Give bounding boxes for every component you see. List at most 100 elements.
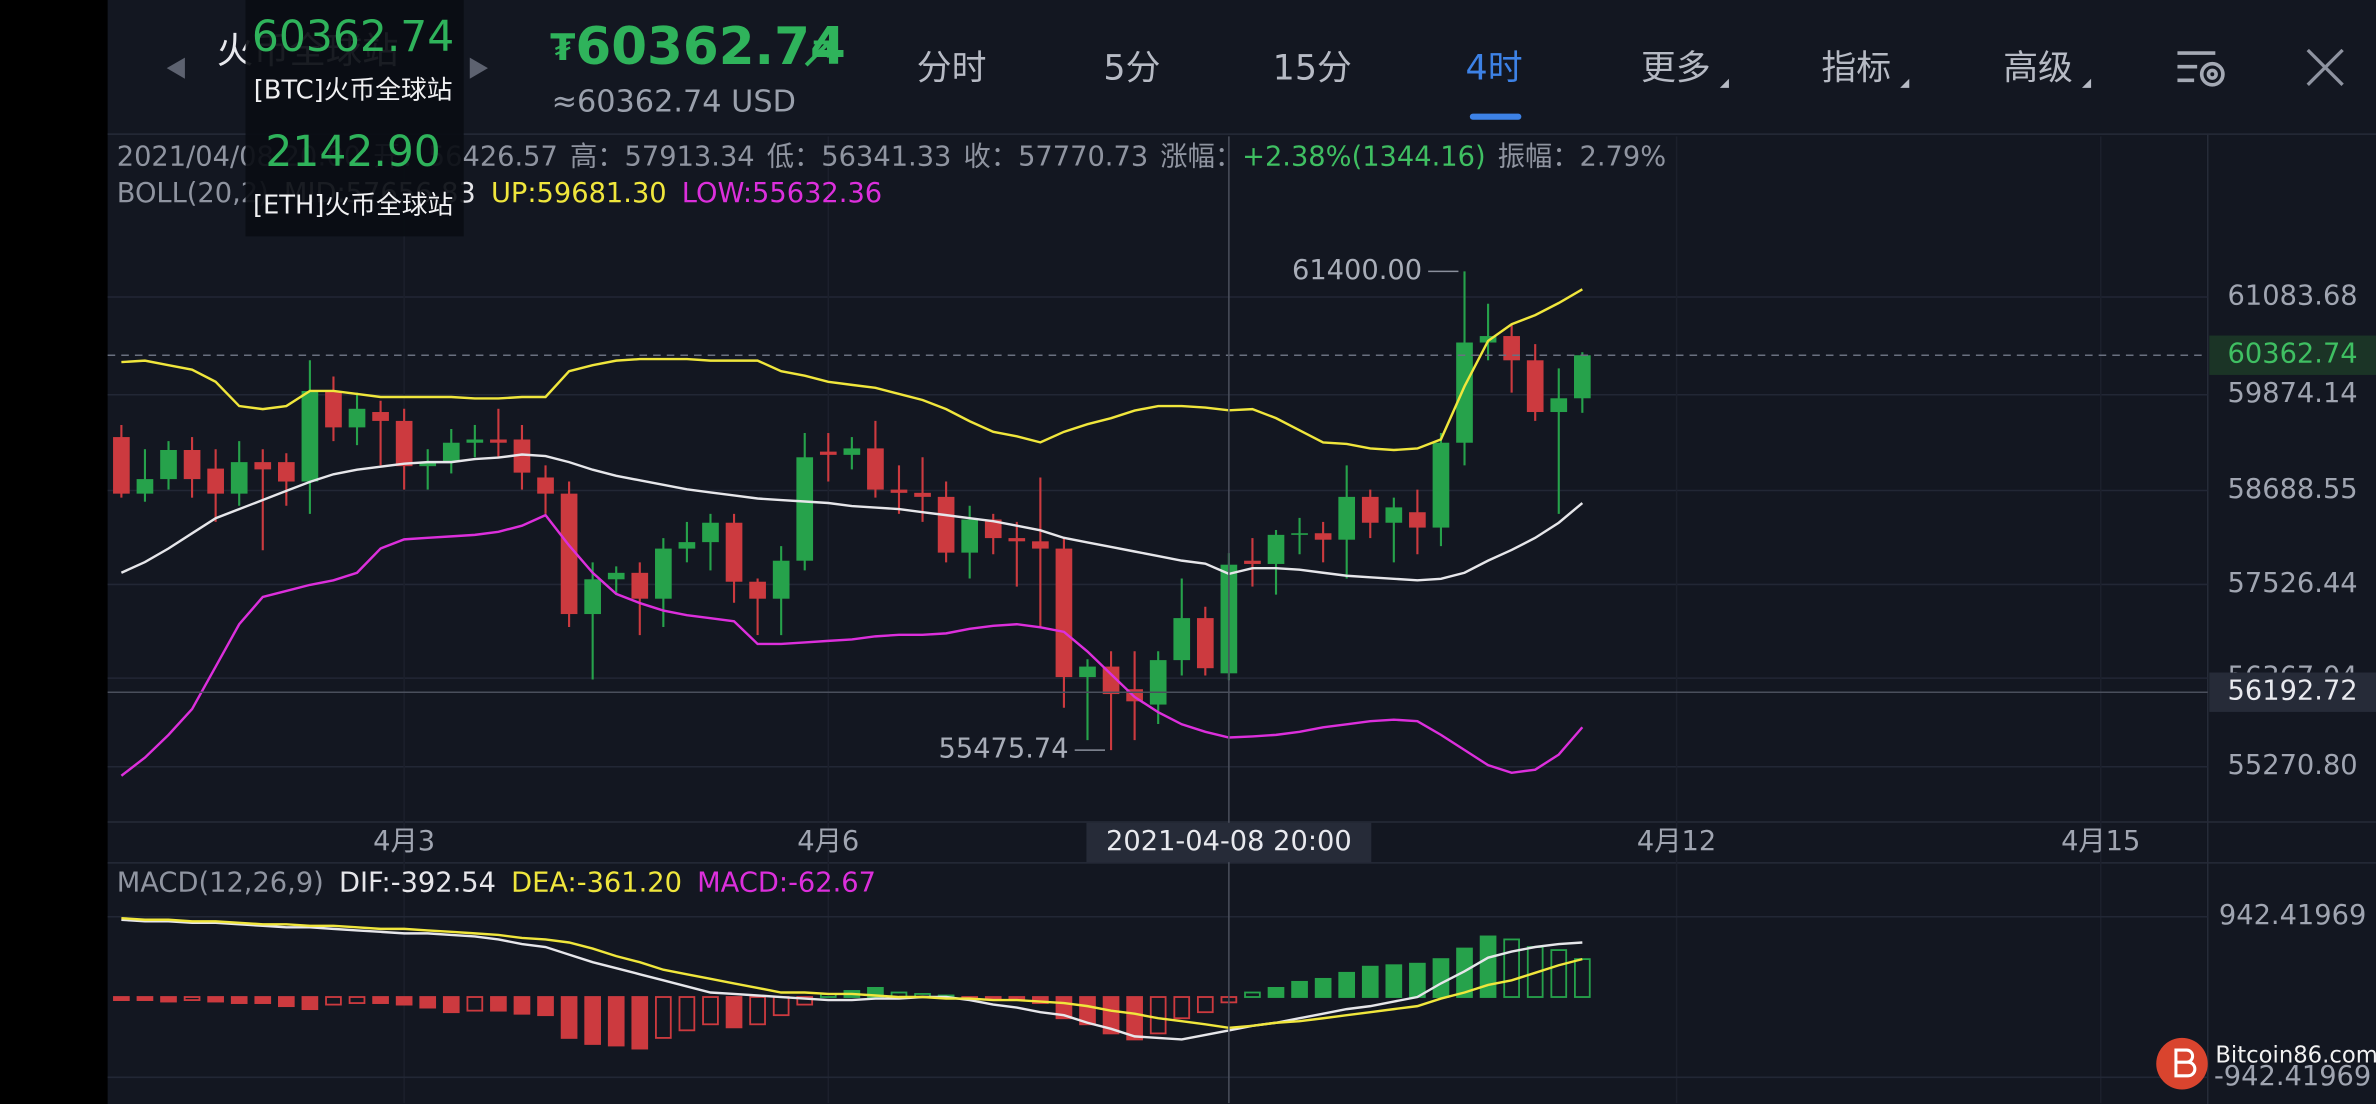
settings-icon[interactable] (2177, 51, 2225, 87)
candle-body (466, 439, 484, 443)
last-price-box (2209, 335, 2376, 375)
candle-body (1032, 541, 1049, 549)
macd-bar (1267, 986, 1285, 998)
macd-bar (230, 996, 248, 1004)
annotation-label: 61400.00 (1292, 255, 1422, 286)
readout-change: +2.38%(1344.16) (1242, 141, 1486, 172)
macd-bar (183, 996, 201, 1001)
candle-body (1456, 342, 1473, 443)
macd-bar (1409, 962, 1426, 998)
boll-line (121, 288, 1583, 452)
macd-bar (490, 996, 507, 1012)
legend-name: DEA: (511, 867, 577, 898)
timeframe-tab[interactable]: 高级 (2003, 49, 2073, 89)
timeframe-tab[interactable]: 15分 (1273, 49, 1352, 89)
candle-body (749, 581, 766, 599)
y-tick-label: -942.41969 (2214, 1061, 2371, 1092)
candle-body (1267, 534, 1285, 564)
tooltip-price: 2142.90 (265, 128, 440, 177)
timeframe-tab[interactable]: 指标 (1821, 49, 1891, 89)
candle-body (1409, 512, 1426, 528)
macd-bar (1079, 996, 1096, 1026)
candle-body (513, 439, 531, 473)
macd-bar (702, 996, 719, 1026)
macd-bar (749, 996, 766, 1026)
plot (113, 271, 1591, 1050)
x-tick-label: 4月15 (2061, 826, 2140, 857)
macd-bar (1456, 947, 1473, 998)
crosshair-price-label: 56192.72 (2228, 676, 2358, 707)
macd-bar (325, 996, 342, 1006)
candle-body (772, 560, 790, 599)
candle-body (207, 468, 224, 494)
macd-bar (1196, 996, 1214, 1014)
macd-bar (1314, 977, 1332, 998)
watermark-text: Bitcoin86.com (2215, 1043, 2376, 1069)
candle-body (230, 462, 248, 494)
candle-body (1432, 442, 1450, 528)
ticker-tooltip (245, 0, 464, 237)
legend-name: MACD: (697, 867, 788, 898)
candle-body (655, 548, 672, 599)
candle-body (325, 391, 342, 428)
prev-arrow[interactable] (166, 57, 185, 79)
macd-bar (984, 996, 1002, 1000)
candle-body (537, 477, 554, 494)
background (107, 0, 2376, 1104)
legend-value: 59681.30 (537, 177, 667, 208)
legend-value: -62.67 (788, 867, 876, 898)
tooltip-name: [ETH]火币全球站 (253, 191, 453, 221)
y-tick-label: 59874.14 (2228, 378, 2358, 409)
candle-body (607, 572, 625, 580)
timeframe-tab[interactable]: 5分 (1103, 49, 1160, 89)
legend-name: LOW: (682, 177, 752, 208)
macd-bar (1291, 980, 1308, 998)
readout-value: 57913.34 (625, 141, 755, 172)
macd-bar (796, 996, 814, 1006)
candle-body (183, 450, 201, 480)
macd-bar (419, 996, 437, 1009)
next-arrow[interactable] (469, 57, 488, 79)
candle-body (560, 493, 578, 615)
y-tick-label: 942.41969 (2219, 900, 2366, 931)
left-strip (0, 0, 108, 1104)
macd-bar (1479, 935, 1497, 998)
macd-line (121, 918, 1583, 1041)
readout-label: 涨幅： (1160, 141, 1242, 172)
macd-bar (655, 996, 672, 1039)
x-tick-label: 4月12 (1637, 826, 1716, 857)
candle-body (1102, 666, 1120, 695)
candle-body (1479, 336, 1497, 343)
macd-bar (678, 996, 696, 1032)
annotation-label: 55475.74 (939, 734, 1069, 765)
macd-bar (1244, 991, 1261, 998)
legend-name: DIF: (339, 867, 391, 898)
price-value: 60362.74 (575, 17, 845, 77)
candle-body (1385, 507, 1403, 523)
legend-title: MACD(12,26,9) (117, 867, 324, 898)
macd-bar (277, 996, 295, 1008)
tooltip-name: [BTC]火币全球站 (254, 75, 453, 105)
macd-bar (207, 996, 224, 1003)
macd-line (121, 917, 1583, 1030)
macd-bar (631, 996, 649, 1050)
candle-body (442, 442, 460, 463)
candle-body (1244, 560, 1261, 564)
macd-bar (395, 996, 413, 1006)
x-tick-label: 4月3 (373, 826, 435, 857)
timeframe-tab[interactable]: 分时 (917, 49, 987, 89)
candle-body (843, 448, 861, 455)
timeframe-tab[interactable]: 更多 (1641, 49, 1711, 89)
close-icon[interactable] (2306, 48, 2344, 87)
macd-bar (725, 996, 743, 1029)
boll-legend: BOLL(20,2)MID:57656.83UP:59681.30LOW:556… (117, 177, 882, 208)
candle-body (914, 492, 931, 497)
boll-line (120, 513, 1584, 777)
timeframe-tab[interactable]: 4时 (1466, 49, 1523, 89)
candle-body (1149, 660, 1167, 705)
active-tab-underline (1469, 113, 1522, 120)
crosshair-price-box (2209, 672, 2376, 712)
candle-body (678, 542, 696, 549)
y-tick-label: 58688.55 (2228, 474, 2358, 505)
